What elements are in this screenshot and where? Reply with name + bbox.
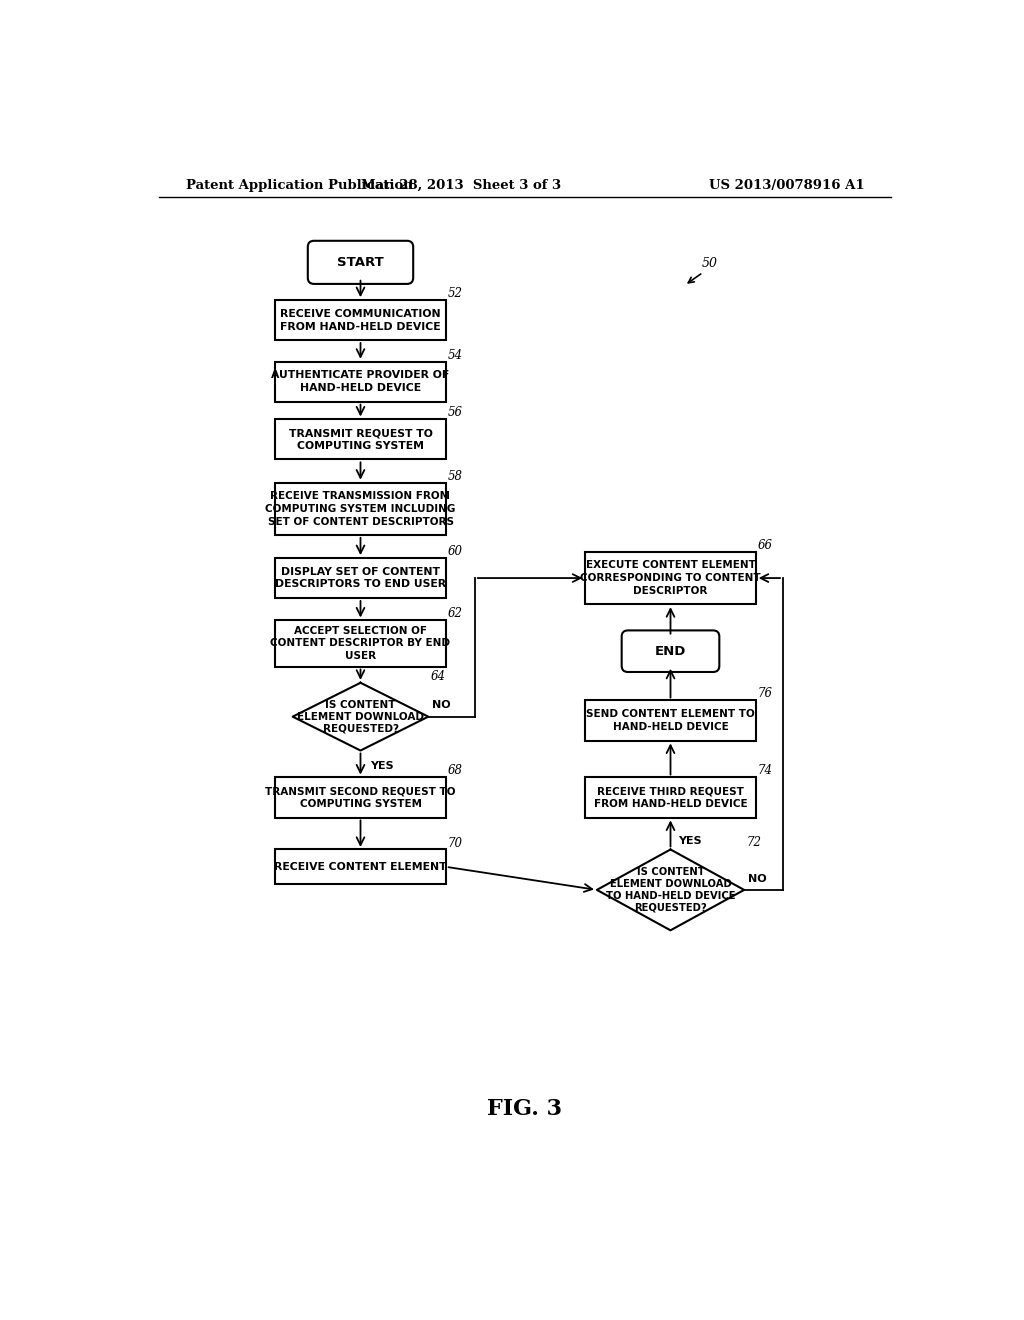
Text: TRANSMIT SECOND REQUEST TO
COMPUTING SYSTEM: TRANSMIT SECOND REQUEST TO COMPUTING SYS… <box>265 787 456 809</box>
Text: 50: 50 <box>701 257 718 271</box>
Text: 60: 60 <box>449 545 463 558</box>
Text: TRANSMIT REQUEST TO
COMPUTING SYSTEM: TRANSMIT REQUEST TO COMPUTING SYSTEM <box>289 428 432 451</box>
Text: RECEIVE THIRD REQUEST
FROM HAND-HELD DEVICE: RECEIVE THIRD REQUEST FROM HAND-HELD DEV… <box>594 787 748 809</box>
Text: 56: 56 <box>449 407 463 420</box>
Text: 66: 66 <box>758 539 773 552</box>
Text: FIG. 3: FIG. 3 <box>487 1098 562 1121</box>
Text: END: END <box>654 644 686 657</box>
FancyBboxPatch shape <box>275 620 445 667</box>
Text: US 2013/0078916 A1: US 2013/0078916 A1 <box>709 178 864 191</box>
Polygon shape <box>597 850 744 931</box>
Text: SEND CONTENT ELEMENT TO
HAND-HELD DEVICE: SEND CONTENT ELEMENT TO HAND-HELD DEVICE <box>586 709 755 731</box>
Text: YES: YES <box>678 836 701 846</box>
Text: DISPLAY SET OF CONTENT
DESCRIPTORS TO END USER: DISPLAY SET OF CONTENT DESCRIPTORS TO EN… <box>274 566 446 590</box>
Text: 52: 52 <box>449 286 463 300</box>
Text: 64: 64 <box>431 669 445 682</box>
Text: 68: 68 <box>449 764 463 777</box>
Text: NO: NO <box>748 874 767 884</box>
Text: ACCEPT SELECTION OF
CONTENT DESCRIPTOR BY END
USER: ACCEPT SELECTION OF CONTENT DESCRIPTOR B… <box>270 626 451 661</box>
Text: 54: 54 <box>449 348 463 362</box>
Text: 58: 58 <box>449 470 463 483</box>
FancyBboxPatch shape <box>622 631 719 672</box>
Text: AUTHENTICATE PROVIDER OF
HAND-HELD DEVICE: AUTHENTICATE PROVIDER OF HAND-HELD DEVIC… <box>271 371 450 393</box>
Text: 62: 62 <box>449 607 463 620</box>
FancyBboxPatch shape <box>275 483 445 535</box>
Text: 72: 72 <box>746 837 762 850</box>
Text: Mar. 28, 2013  Sheet 3 of 3: Mar. 28, 2013 Sheet 3 of 3 <box>361 178 561 191</box>
Polygon shape <box>293 682 428 751</box>
FancyBboxPatch shape <box>275 300 445 341</box>
Text: NO: NO <box>432 701 451 710</box>
Text: Patent Application Publication: Patent Application Publication <box>186 178 413 191</box>
Text: START: START <box>337 256 384 269</box>
FancyBboxPatch shape <box>586 777 756 817</box>
Text: RECEIVE TRANSMISSION FROM
COMPUTING SYSTEM INCLUDING
SET OF CONTENT DESCRIPTORS: RECEIVE TRANSMISSION FROM COMPUTING SYST… <box>265 491 456 527</box>
FancyBboxPatch shape <box>275 362 445 401</box>
Text: IS CONTENT
ELEMENT DOWNLOAD
REQUESTED?: IS CONTENT ELEMENT DOWNLOAD REQUESTED? <box>297 700 424 734</box>
Text: YES: YES <box>370 762 393 771</box>
FancyBboxPatch shape <box>275 420 445 459</box>
Text: 74: 74 <box>758 764 773 777</box>
FancyBboxPatch shape <box>275 777 445 817</box>
FancyBboxPatch shape <box>308 240 414 284</box>
FancyBboxPatch shape <box>586 701 756 741</box>
Text: EXECUTE CONTENT ELEMENT
CORRESPONDING TO CONTENT
DESCRIPTOR: EXECUTE CONTENT ELEMENT CORRESPONDING TO… <box>581 560 761 595</box>
FancyBboxPatch shape <box>275 850 445 884</box>
FancyBboxPatch shape <box>275 558 445 598</box>
Text: RECEIVE COMMUNICATION
FROM HAND-HELD DEVICE: RECEIVE COMMUNICATION FROM HAND-HELD DEV… <box>281 309 440 331</box>
Text: IS CONTENT
ELEMENT DOWNLOAD
TO HAND-HELD DEVICE
REQUESTED?: IS CONTENT ELEMENT DOWNLOAD TO HAND-HELD… <box>606 867 735 913</box>
Text: 76: 76 <box>758 688 773 701</box>
Text: RECEIVE CONTENT ELEMENT: RECEIVE CONTENT ELEMENT <box>274 862 446 871</box>
FancyBboxPatch shape <box>586 552 756 605</box>
Text: 70: 70 <box>449 837 463 850</box>
